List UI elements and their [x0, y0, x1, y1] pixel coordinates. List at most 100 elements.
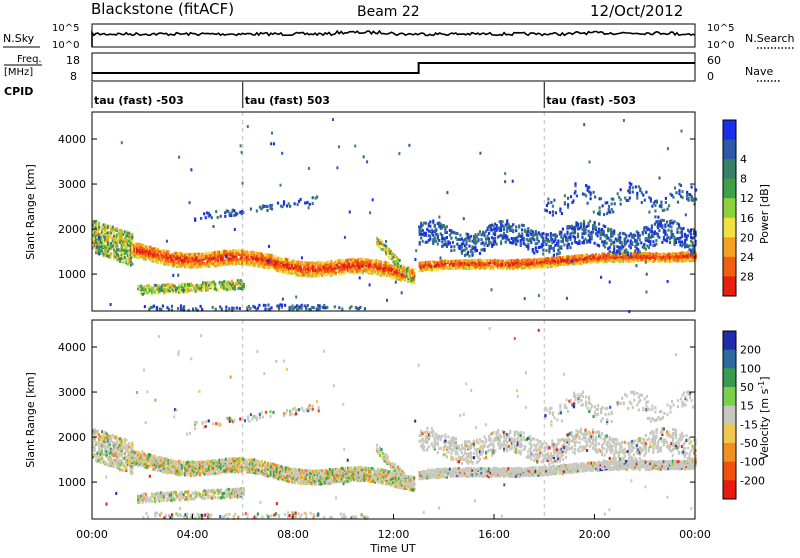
heatmap-cell [429, 238, 431, 241]
heatmap-cell [546, 209, 548, 212]
heatmap-cell [408, 144, 410, 147]
heatmap-cell [524, 297, 526, 300]
heatmap-cell [131, 246, 133, 249]
heatmap-cell [630, 183, 632, 186]
nsky-series-line [92, 31, 695, 47]
heatmap-cell [234, 228, 236, 231]
heatmap-cell [665, 201, 667, 204]
heatmap-cell [657, 216, 659, 219]
heatmap-cell [518, 224, 520, 227]
freq-series-line [92, 63, 695, 73]
heatmap-cell [636, 197, 638, 200]
heatmap-cell [220, 215, 222, 218]
heatmap-cell [535, 246, 537, 249]
heatmap-cell [213, 225, 215, 228]
heatmap-cell [520, 244, 522, 247]
heatmap-cell [588, 186, 590, 189]
heatmap-cell [666, 221, 668, 224]
heatmap-cell [414, 258, 416, 261]
heatmap-cell [110, 252, 112, 255]
heatmap-cell [470, 235, 472, 238]
heatmap-cell [200, 217, 202, 220]
heatmap-cell [654, 204, 656, 207]
heatmap-cell [589, 239, 591, 242]
heatmap-cell [321, 469, 323, 472]
heatmap-cell [568, 243, 570, 246]
heatmap-cell [681, 190, 683, 193]
heatmap-cell [567, 203, 569, 206]
heatmap-cell [545, 249, 547, 252]
heatmap-cell [646, 273, 648, 276]
heatmap-cell [437, 234, 439, 237]
heatmap-cell [651, 224, 653, 227]
heatmap-cell [109, 225, 111, 228]
heatmap-cell [608, 208, 610, 211]
heatmap-cell [116, 227, 118, 230]
heatmap-cell [547, 233, 549, 236]
heatmap-cell [122, 261, 124, 264]
heatmap-cell [471, 251, 473, 254]
heatmap-cell [672, 196, 674, 199]
heatmap-cell [461, 246, 463, 249]
heatmap-cell [456, 232, 458, 235]
heatmap-cell [625, 234, 627, 237]
heatmap-cell [233, 307, 235, 310]
heatmap-cell [175, 289, 177, 292]
heatmap-cell [675, 191, 677, 194]
heatmap-cell [214, 283, 216, 286]
heatmap-cell [636, 239, 638, 242]
heatmap-cell [625, 248, 627, 251]
heatmap-cell [663, 236, 665, 239]
heatmap-cell [527, 243, 529, 246]
heatmap-cell [267, 304, 269, 307]
heatmap-cell [600, 197, 602, 200]
heatmap-cell [690, 233, 692, 236]
heatmap-cell [294, 202, 296, 205]
heatmap-cell [576, 194, 578, 197]
heatmap-cell [538, 240, 540, 243]
heatmap-cell [236, 307, 238, 310]
heatmap-cell [627, 251, 629, 254]
heatmap-cell [594, 242, 596, 245]
heatmap-cell [599, 210, 601, 213]
heatmap-cell [609, 246, 611, 249]
heatmap-cell [477, 233, 479, 236]
heatmap-cell [297, 203, 299, 206]
heatmap-cell [488, 232, 490, 235]
heatmap-cell [271, 132, 273, 135]
heatmap-cell [183, 305, 185, 308]
heatmap-cell [121, 229, 123, 232]
heatmap-cell [349, 211, 351, 214]
y-tick-label: 4000 [58, 133, 86, 146]
heatmap-cell [271, 204, 273, 207]
heatmap-cell [645, 231, 647, 234]
heatmap-cell [341, 308, 343, 311]
heatmap-cell [415, 249, 417, 252]
heatmap-cell [429, 225, 431, 228]
heatmap-cell [559, 208, 561, 211]
heatmap-cell [594, 221, 596, 224]
heatmap-cell [670, 229, 672, 232]
heatmap-cell [555, 211, 557, 214]
heatmap-cell [532, 230, 534, 233]
heatmap-cell [264, 308, 266, 311]
heatmap-cell [444, 240, 446, 243]
heatmap-cell [431, 269, 433, 272]
heatmap-cell [425, 232, 427, 235]
heatmap-cell [681, 130, 683, 133]
heatmap-cell [107, 250, 109, 253]
heatmap-cell [588, 230, 590, 233]
heatmap-cell [637, 242, 639, 245]
heatmap-cell [450, 237, 452, 240]
heatmap-cell [673, 220, 675, 223]
heatmap-cell [348, 262, 350, 265]
heatmap-cell [578, 241, 580, 244]
heatmap-cell [369, 211, 371, 214]
heatmap-cell [344, 236, 346, 239]
heatmap-cell [452, 241, 454, 244]
heatmap-cell [201, 308, 203, 311]
heatmap-cell [652, 240, 654, 243]
heatmap-cell [282, 298, 284, 301]
heatmap-cell [553, 247, 555, 250]
heatmap-cell [488, 237, 490, 240]
